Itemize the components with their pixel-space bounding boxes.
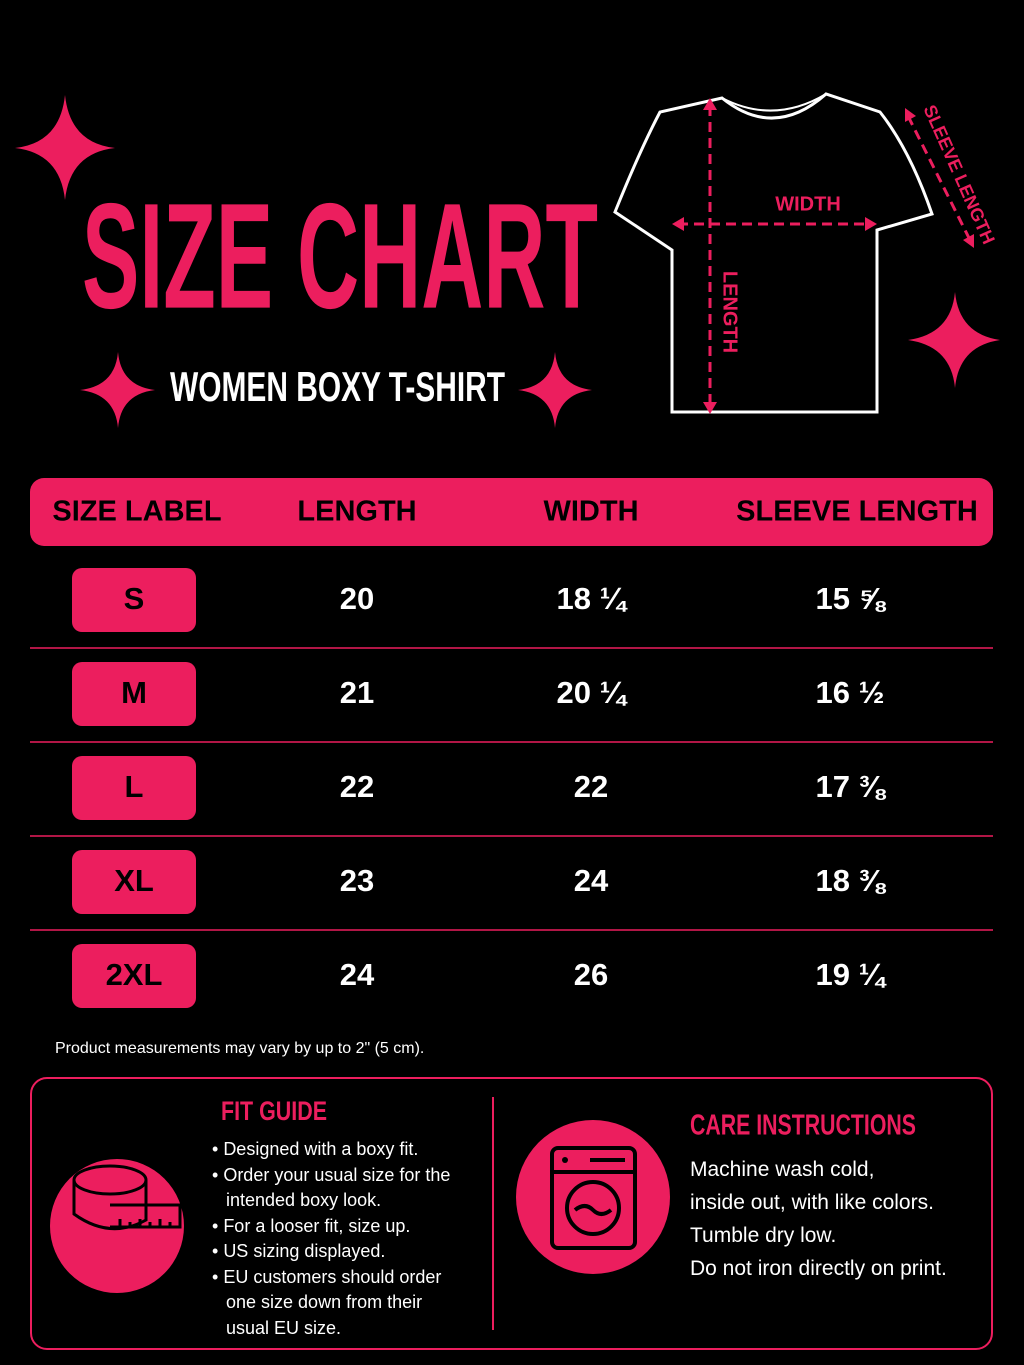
size-label: 2XL [106,957,163,992]
fit-title: FIT GUIDE [221,1096,327,1126]
care-lines: Machine wash cold, inside out, with like … [690,1153,947,1285]
size-label: S [124,581,145,616]
washer-icon [516,1120,670,1274]
cell: 19 ¼ [816,957,887,992]
fit-bullet: EU customers should order one size down … [212,1265,467,1342]
size-pill [72,944,196,1008]
size-pill [72,568,196,632]
column-header: SIZE LABEL [52,496,221,528]
size-pill [72,756,196,820]
cell: 24 [574,863,609,898]
fit-bullet: Designed with a boxy fit. [212,1137,467,1163]
care-line: Machine wash cold, [690,1158,875,1181]
fit-bullet: For a looser fit, size up. [212,1214,467,1240]
table: SIZE LABEL LENGTH WIDTH SLEEVE LENGTH S 20 18 … [30,496,993,1008]
sleeve-label: SLEEVE LENGTH [919,102,998,247]
care-line: Do not iron directly on print. [690,1257,947,1280]
cell: 22 [574,769,608,804]
care-title: CARE INSTRUCTIONS [690,1110,916,1142]
cell: 26 [574,957,608,992]
cell: 16 ½ [816,675,885,710]
title: SIZE CHART [82,172,598,340]
cell: 21 [340,675,374,710]
cell: 17 ⅜ [816,769,887,804]
tape-icon [50,1159,184,1293]
cell: 20 ¼ [557,675,628,710]
column-header: WIDTH [543,496,638,528]
cell: 18 ¼ [557,581,628,616]
width-label: WIDTH [775,193,841,215]
cell: 18 ⅜ [816,863,887,898]
size-label: L [125,769,144,804]
cell: 15 ⅝ [816,581,887,616]
info-box [30,1077,993,1350]
size-label: M [121,675,147,710]
size-pill [72,850,196,914]
note: Product measurements may vary by up to 2… [55,1040,424,1057]
subtitle: WOMEN BOXY T-SHIRT [170,363,505,410]
cell: 20 [340,581,374,616]
fit-bullet: Order your usual size for the intended b… [212,1163,467,1214]
fit-bullets: Designed with a boxy fit.Order your usua… [212,1137,467,1341]
size-label: XL [114,863,154,898]
table-header [30,478,993,546]
sparkles [15,95,1000,428]
care-line: Tumble dry low. [690,1224,837,1247]
cell: 23 [340,863,374,898]
column-header: LENGTH [297,496,416,528]
care-line: inside out, with like colors. [690,1191,934,1214]
size-pill [72,662,196,726]
fit-bullet: US sizing displayed. [212,1239,467,1265]
column-header: SLEEVE LENGTH [736,496,978,528]
length-label: LENGTH [719,271,741,353]
tshirt: WIDTH LENGTH SLEEVE LENGTH [613,92,999,414]
cell: 24 [340,957,375,992]
cell: 22 [340,769,374,804]
